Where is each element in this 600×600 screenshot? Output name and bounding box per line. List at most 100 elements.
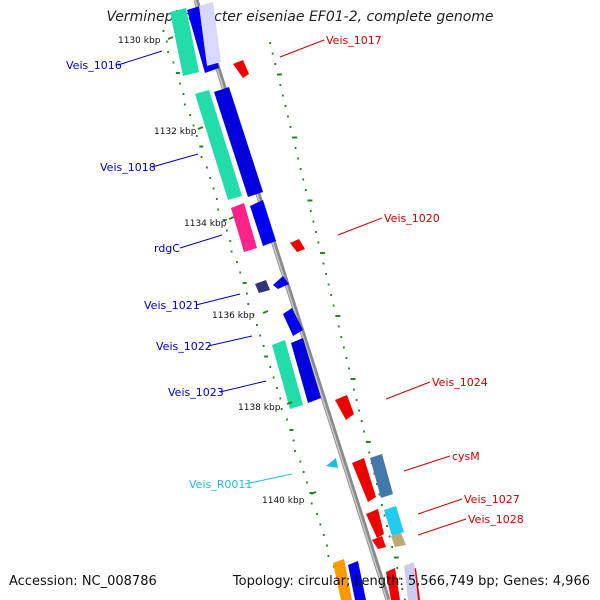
tick-label: 1138 kbp <box>238 403 281 413</box>
gene-label[interactable]: Veis_1022 <box>156 340 212 353</box>
leader-line <box>244 473 293 485</box>
gc-dot <box>309 210 312 212</box>
reverse-cds-veis-1024[interactable] <box>335 395 354 420</box>
gc-dot <box>172 61 175 64</box>
tick-mark <box>167 36 174 40</box>
topology-text: Topology: circular; Length: 5,566,749 bp… <box>232 574 590 589</box>
gc-dot <box>360 420 363 422</box>
gc-dot <box>165 40 168 43</box>
gene-label[interactable]: Veis_1023 <box>168 386 224 399</box>
gc-dot <box>312 220 315 223</box>
gene-rdgc[interactable] <box>231 203 257 252</box>
leader-line <box>179 234 223 249</box>
leader-line <box>403 455 451 472</box>
reverse-cds-veis-1020[interactable] <box>290 239 305 252</box>
gene-veis-1023[interactable] <box>272 340 303 409</box>
gc-dot <box>247 303 250 305</box>
gene-veis-1021[interactable] <box>255 280 270 293</box>
gc-dot <box>330 294 333 296</box>
gc-dot <box>162 30 165 32</box>
gc-dot <box>281 94 284 97</box>
gc-dot <box>381 504 383 506</box>
gene-cysm[interactable] <box>370 454 393 498</box>
gene-veis-1016b[interactable] <box>199 2 221 66</box>
gc-dot <box>167 51 170 53</box>
gc-dot <box>215 198 218 200</box>
gene-veis-1018[interactable] <box>195 90 242 200</box>
gene-label[interactable]: rdgC <box>154 242 180 255</box>
tick-label: 1132 kbp <box>154 127 197 137</box>
gene-label[interactable]: Veis_1028 <box>468 513 524 526</box>
gc-dot <box>284 105 287 107</box>
reverse-cds-cysm[interactable] <box>352 458 376 502</box>
leader-line <box>117 50 163 66</box>
gene-bottom-pale[interactable] <box>404 562 418 600</box>
gc-dot <box>316 513 318 515</box>
gc-dot <box>350 378 356 380</box>
gene-label[interactable]: Veis_1017 <box>326 34 382 47</box>
gc-dot <box>302 178 305 181</box>
gc-dot <box>235 261 238 263</box>
gc-dot <box>358 409 360 412</box>
gc-dot <box>256 324 258 326</box>
gc-dot <box>353 388 355 391</box>
gene-label[interactable]: Veis_1021 <box>144 299 200 312</box>
gc-dot <box>183 103 186 106</box>
rna-veis-r0011[interactable] <box>326 458 338 468</box>
gc-dot <box>229 240 232 242</box>
gc-dot <box>393 556 399 559</box>
leader-line <box>219 380 267 393</box>
gene-label[interactable]: Veis_1016 <box>66 59 122 72</box>
gc-dot <box>375 483 378 485</box>
gc-dot <box>259 334 262 337</box>
gc-dot <box>388 535 391 538</box>
gene-label[interactable]: Veis_R0011 <box>189 478 252 491</box>
gene-label[interactable]: Veis_1024 <box>432 376 488 389</box>
tick-label: 1140 kbp <box>262 496 305 506</box>
gc-dot <box>269 366 272 368</box>
gene-bottom-blue[interactable] <box>348 561 366 600</box>
gene-label[interactable]: Veis_1027 <box>464 493 520 506</box>
forward-cds-veis-1018[interactable] <box>214 87 263 197</box>
gene-bottom-orange[interactable] <box>333 559 352 600</box>
gc-dot <box>289 126 292 128</box>
reverse-cds-veis-1027[interactable] <box>366 509 384 538</box>
leader-line <box>337 217 383 236</box>
gc-dot <box>287 115 289 118</box>
gc-dot <box>289 429 294 431</box>
gc-dot <box>246 292 248 295</box>
forward-cds-veis-1021[interactable] <box>273 276 289 289</box>
gc-dot <box>348 367 350 370</box>
gc-dot <box>222 219 227 221</box>
gc-dot <box>175 72 180 74</box>
forward-cds-rdgc[interactable] <box>250 200 276 246</box>
gc-dot <box>279 84 282 86</box>
gc-dot <box>310 502 313 505</box>
gene-veis-1027[interactable] <box>384 506 404 536</box>
gc-dot <box>314 231 317 233</box>
gc-dot <box>326 544 328 547</box>
gc-dot <box>391 546 394 548</box>
reverse-cds-bottom-a[interactable] <box>386 568 400 600</box>
gc-dot <box>212 187 215 190</box>
gc-dot <box>386 525 388 527</box>
gene-label[interactable]: Veis_1018 <box>100 161 156 174</box>
gc-dot <box>280 408 283 410</box>
leader-line <box>151 153 199 168</box>
reverse-cds-veis-1017[interactable] <box>233 60 249 78</box>
leader-line <box>417 498 463 515</box>
gene-label[interactable]: cysM <box>452 450 480 463</box>
forward-cds-veis-1022a[interactable] <box>283 308 303 336</box>
gc-dot <box>398 577 401 580</box>
forward-cds-veis-1022b[interactable] <box>291 338 321 403</box>
gc-dot <box>294 147 297 149</box>
gc-dot <box>320 252 326 254</box>
gc-dot <box>200 156 203 158</box>
reverse-cds-veis-1028[interactable] <box>372 536 386 549</box>
gene-veis-1028[interactable] <box>391 533 406 547</box>
gc-dot <box>292 439 295 442</box>
gene-label[interactable]: Veis_1020 <box>384 212 440 225</box>
gene-veis-1016[interactable] <box>170 8 199 76</box>
gc-dot <box>276 387 278 389</box>
